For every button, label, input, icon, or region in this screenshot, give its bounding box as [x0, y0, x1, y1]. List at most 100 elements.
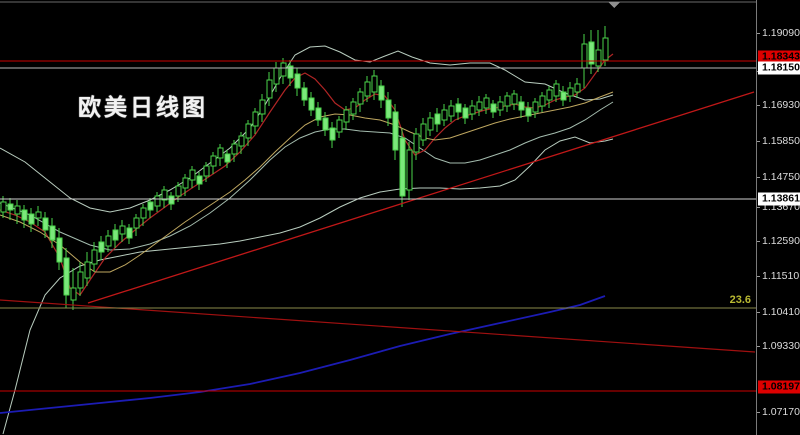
- candle-body: [574, 83, 581, 93]
- candle-body: [294, 73, 301, 89]
- candle-body: [413, 133, 420, 153]
- axis-price-flag: 1.08197: [758, 380, 800, 394]
- axis-tick-mark: [757, 177, 760, 178]
- candle-body: [532, 101, 539, 113]
- candle-body: [217, 147, 224, 159]
- candle-body: [77, 271, 84, 289]
- candle-body: [539, 95, 546, 107]
- candle-body: [91, 249, 98, 265]
- axis-price-flag: 1.18343: [758, 50, 800, 64]
- axis-tick-mark: [757, 241, 760, 242]
- candle-body: [175, 185, 182, 197]
- candle-body: [154, 195, 161, 207]
- axis-price-label: 1.19090: [762, 27, 800, 39]
- candle-body: [329, 127, 336, 141]
- axis-price-label: 1.10410: [762, 306, 800, 318]
- middle-band: [0, 101, 614, 251]
- axis-tick-mark: [757, 33, 760, 34]
- axis-price-flag: 1.13861: [758, 192, 800, 206]
- candle-body: [112, 229, 119, 241]
- candle-body: [21, 209, 28, 221]
- candle-body: [497, 101, 504, 111]
- candle-body: [350, 101, 357, 115]
- candle-body: [553, 83, 560, 97]
- candle-body: [245, 123, 252, 139]
- candle-body: [56, 237, 63, 263]
- candle-body: [252, 111, 259, 127]
- candle-body: [287, 65, 294, 79]
- fast-ma-red: [0, 53, 614, 296]
- candle-body: [119, 225, 126, 235]
- candle-body: [595, 49, 602, 67]
- candle-body: [98, 241, 105, 253]
- axis-tick-mark: [757, 207, 760, 208]
- candle-body: [343, 109, 350, 123]
- candle-body: [364, 81, 371, 97]
- candle-body: [63, 257, 70, 296]
- candle-body: [434, 113, 441, 125]
- candle-body: [504, 95, 511, 107]
- candle-body: [70, 287, 77, 301]
- candle-body: [420, 123, 427, 141]
- ascending-trendline: [87, 91, 755, 304]
- candle-body: [161, 189, 168, 201]
- axis-tick-mark: [757, 105, 760, 106]
- candle-body: [546, 89, 553, 101]
- candle-body: [476, 101, 483, 111]
- candle-body: [588, 41, 595, 65]
- upper-band: [0, 45, 614, 213]
- candle-body: [259, 99, 266, 115]
- candle-body: [0, 201, 7, 213]
- candle-body: [189, 169, 196, 181]
- axis-price-label: 1.16930: [762, 99, 800, 111]
- candle-body: [399, 137, 406, 197]
- candle-body: [126, 227, 133, 239]
- axis-price-label: 1.15850: [762, 135, 800, 147]
- candle-body: [469, 105, 476, 115]
- descending-trendline: [0, 299, 756, 353]
- candle-body: [28, 213, 35, 225]
- candle-body: [371, 75, 378, 93]
- candlestick-chart[interactable]: [0, 0, 756, 435]
- chart-title: 欧美日线图: [78, 94, 208, 120]
- candle-body: [231, 143, 238, 155]
- candle-body: [42, 217, 49, 231]
- candle-body: [168, 195, 175, 205]
- axis-price-label: 1.07170: [762, 406, 800, 418]
- candle-body: [455, 103, 462, 113]
- candle-body: [427, 117, 434, 131]
- candle-body: [567, 87, 574, 97]
- longterm-ma-blue: [0, 295, 606, 414]
- candle-body: [357, 91, 364, 105]
- candle-body: [224, 153, 231, 163]
- candle-body: [203, 165, 210, 177]
- axis-price-flag: 1.18150: [758, 61, 800, 75]
- candle-body: [448, 105, 455, 117]
- candle-body: [147, 201, 154, 211]
- lower-band: [2, 136, 614, 435]
- axis-tick-mark: [757, 346, 760, 347]
- axis-tick-mark: [757, 276, 760, 277]
- price-axis[interactable]: 1.190901.180101.169301.158501.147501.136…: [756, 0, 800, 435]
- candle-body: [560, 91, 567, 101]
- fibonacci-236-label: 23.6: [729, 294, 751, 306]
- candle-body: [378, 85, 385, 101]
- candle-body: [266, 79, 273, 99]
- candle-body: [182, 177, 189, 189]
- candle-body: [7, 203, 14, 211]
- arrow-down-marker: [608, 2, 620, 8]
- candle-body: [315, 107, 322, 121]
- candle-body: [196, 175, 203, 185]
- candle-body: [14, 205, 21, 215]
- candle-body: [462, 107, 469, 119]
- axis-tick-mark: [757, 141, 760, 142]
- axis-tick-mark: [757, 412, 760, 413]
- candle-body: [49, 225, 56, 241]
- candle-body: [392, 111, 399, 151]
- candle-body: [280, 62, 287, 77]
- candle-body: [210, 155, 217, 167]
- candle-body: [133, 217, 140, 229]
- candle-body: [602, 37, 609, 61]
- candle-body: [511, 93, 518, 105]
